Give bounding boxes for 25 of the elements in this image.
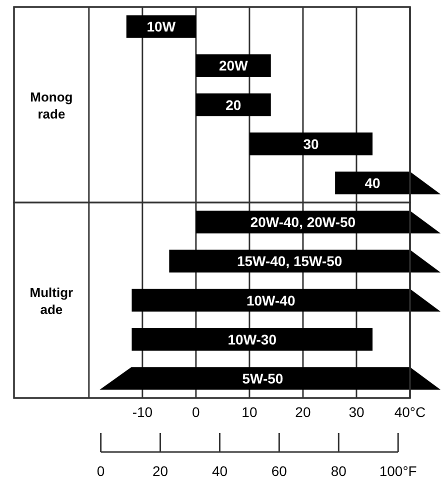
annotation: Multigr ade xyxy=(30,284,74,317)
y-tick-label: 20W-40, 20W-50 xyxy=(250,214,356,230)
x2-tick-label: 0 xyxy=(96,463,105,479)
annotation: Monog rade xyxy=(30,89,73,122)
bar xyxy=(196,93,271,116)
x2-tick-label: 100°F xyxy=(379,463,417,479)
x2-tick-label: 40 xyxy=(212,463,228,479)
x-tick-label: 10 xyxy=(242,404,258,420)
y-tick-label: 10W xyxy=(146,18,176,35)
y-tick-label: 10W-30 xyxy=(228,331,277,348)
y-tick-label: 5W-50 xyxy=(242,370,284,386)
bar xyxy=(132,328,373,351)
x-tick-label: 0 xyxy=(192,404,200,420)
x2-tick-label: 20 xyxy=(152,463,168,479)
bar xyxy=(249,132,373,156)
bar xyxy=(126,15,196,38)
y-tick-label: 10W-40 xyxy=(246,292,296,308)
y-tick-label: 15W-40, 15W-50 xyxy=(236,253,342,270)
y-tick-label: 20W xyxy=(219,58,249,74)
x-tick-label: 40°C xyxy=(394,404,426,420)
x-tick-label: -10 xyxy=(132,404,153,420)
y-tick-label: 20 xyxy=(226,96,242,113)
x2-tick-label: 80 xyxy=(330,463,347,479)
x2-tick-label: 60 xyxy=(271,463,288,479)
x-tick-label: 30 xyxy=(348,404,364,420)
